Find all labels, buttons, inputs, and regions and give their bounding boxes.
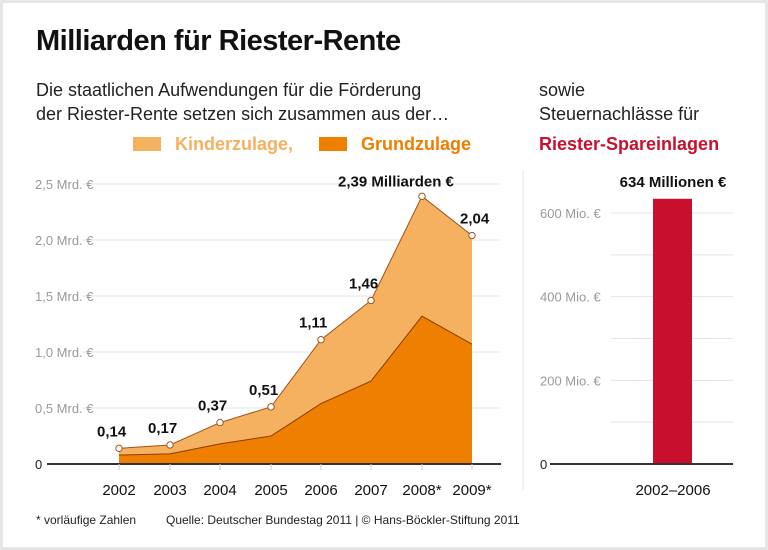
x-tick-label: 2005: [254, 482, 287, 499]
legend-kinderzulage: Kinderzulage,: [175, 134, 294, 154]
bar-riester-spareinlagen: [653, 198, 692, 464]
legend-swatch-kinderzulage: [133, 137, 161, 151]
data-point: [468, 231, 476, 240]
x-tick-label: 2004: [203, 482, 236, 499]
legend-grundzulage: Grundzulage: [361, 134, 472, 154]
legend-swatch-grundzulage: [319, 137, 347, 151]
data-point: [115, 444, 123, 453]
data-label: 0,37: [198, 398, 227, 415]
infographic: Milliarden für Riester-Rente Die staatli…: [3, 3, 765, 547]
data-label: 0,14: [97, 423, 127, 440]
legend-riester-spareinlagen: Riester-Spareinlagen: [539, 134, 720, 154]
line-total: [118, 195, 473, 449]
area-kinderzulage: [119, 196, 472, 456]
y-tick-label: 0: [540, 457, 547, 472]
data-label: 2,39 Milliarden €: [338, 173, 455, 190]
y-tick-label: 2,5 Mrd. €: [35, 177, 94, 192]
subtitle-right: sowie Steuernachlässe für: [539, 78, 699, 126]
subtitle-left: Die staatlichen Aufwendungen für die För…: [36, 78, 449, 126]
x-tick-label: 2009*: [452, 482, 491, 499]
y-tick-label: 0,5 Mrd. €: [35, 401, 94, 416]
data-point: [317, 335, 325, 344]
line-grundzulage: [118, 315, 473, 456]
y-tick-label: 600 Mio. €: [540, 206, 601, 221]
subtitle-left-line-1: Die staatlichen Aufwendungen für die För…: [36, 80, 422, 100]
subtitle-right-line-2: Steuernachlässe für: [539, 104, 700, 124]
x-tick-label: 2006: [304, 482, 337, 499]
y-tick-label: 0: [35, 457, 42, 472]
x-tick-label: 2008*: [402, 482, 441, 499]
chart-canvas: 0 0,5 Mrd. € 1,0 Mrd. € 1,5 Mrd. € 2,0 Mrd. …: [35, 170, 733, 499]
y-tick-label: 1,0 Mrd. €: [35, 345, 94, 360]
subtitle-right-line-1: sowie: [539, 80, 586, 100]
area-grundzulage: [119, 316, 472, 464]
data-label: 0,51: [249, 382, 278, 399]
x-tick-label: 2007: [354, 482, 387, 499]
y-tick-label: 1,5 Mrd. €: [35, 289, 94, 304]
y-tick-label: 200 Mio. €: [540, 373, 601, 388]
source-credit: Quelle: Deutscher Bundestag 2011 | © Han…: [166, 513, 520, 527]
data-label: 0,17: [148, 420, 177, 437]
data-point: [418, 192, 426, 201]
data-point: [267, 403, 275, 411]
data-point: [367, 296, 375, 305]
x-tick-label: 2003: [153, 482, 186, 499]
x-tick-label: 2002–2006: [635, 482, 710, 499]
chart-title: Milliarden für Riester-Rente: [36, 25, 401, 57]
data-point: [166, 441, 174, 449]
data-label: 1,46: [349, 275, 378, 292]
subtitle-left-line-2: der Riester-Rente setzen sich zusammen a…: [36, 104, 450, 124]
y-tick-label: 2,0 Mrd. €: [35, 233, 94, 248]
y-tick-label: 400 Mio. €: [540, 290, 601, 305]
data-point: [216, 418, 224, 427]
x-tick-label: 2002: [102, 482, 135, 499]
data-label: 1,11: [299, 315, 327, 332]
data-label: 634 Millionen €: [620, 174, 727, 191]
data-label: 2,04: [460, 211, 490, 228]
footnote: * vorläufige Zahlen: [36, 513, 137, 527]
